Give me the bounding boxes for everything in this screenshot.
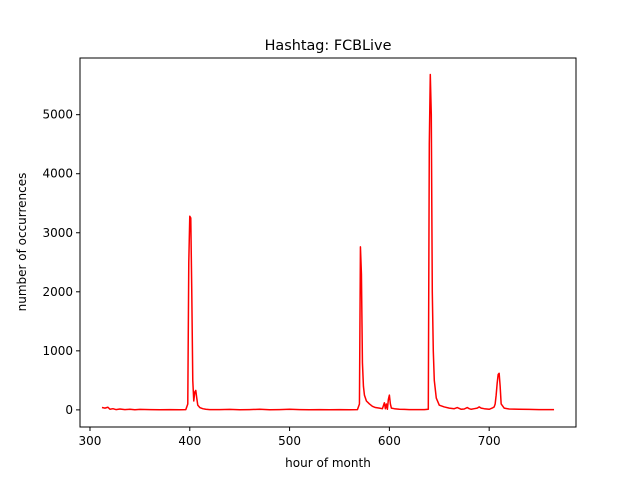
x-axis-label: hour of month	[285, 456, 371, 470]
series-line	[101, 73, 555, 411]
plot-group	[101, 73, 555, 411]
axis-ticks: 300 400 500 600 700 0 1000 2000 3000 4000 5000	[42, 108, 500, 448]
x-tick-label: 400	[178, 434, 201, 448]
x-tick-label: 600	[378, 434, 401, 448]
chart-title: Hashtag: FCBLive	[265, 38, 392, 54]
x-tick-label: 300	[79, 434, 102, 448]
axes-frame	[79, 57, 577, 428]
plot-area	[80, 58, 576, 427]
y-tick-label: 4000	[42, 167, 73, 181]
x-tick-label: 500	[278, 434, 301, 448]
y-axis-label: number of occurrences	[15, 173, 29, 312]
y-tick-label: 5000	[42, 108, 73, 122]
y-tick-label: 1000	[42, 344, 73, 358]
y-tick-label: 2000	[42, 285, 73, 299]
y-tick-label: 3000	[42, 226, 73, 240]
y-tick-label: 0	[65, 403, 73, 417]
x-tick-label: 700	[478, 434, 501, 448]
